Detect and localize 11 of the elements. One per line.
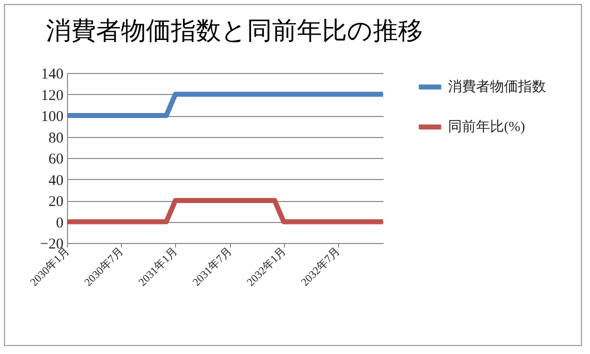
y-tick-label: 0 bbox=[56, 215, 64, 232]
y-tick-label: 140 bbox=[41, 66, 64, 82]
y-tick-label: 40 bbox=[48, 172, 64, 189]
y-tick-label: 100 bbox=[41, 109, 64, 125]
y-tick-label: 80 bbox=[48, 130, 64, 146]
y-tick-label: 60 bbox=[48, 152, 64, 168]
y-tick-label: 20 bbox=[48, 194, 64, 210]
legend-label: 同前年比(%) bbox=[448, 119, 526, 135]
chart-title: 消費者物価指数と同前年比の推移 bbox=[46, 18, 423, 45]
legend-label: 消費者物価指数 bbox=[448, 79, 546, 95]
y-tick-label: 120 bbox=[41, 88, 64, 104]
